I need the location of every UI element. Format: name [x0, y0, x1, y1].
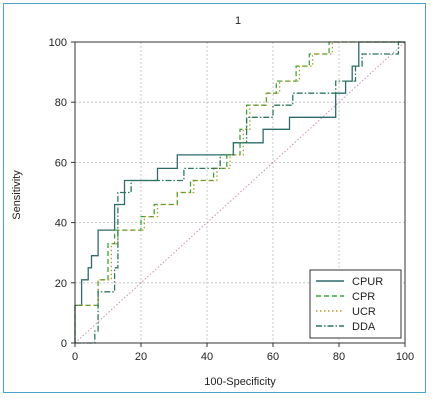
x-tick-label: 60: [267, 351, 279, 363]
series-line-cpur: [74, 41, 405, 343]
x-tick-label: 100: [396, 351, 414, 363]
x-tick-label: 80: [333, 351, 345, 363]
y-tick-label: 0: [61, 338, 67, 350]
y-axis-label: Sensitivity: [11, 170, 23, 220]
y-axis-ticks: 0 20 40 60 80 100: [49, 37, 75, 350]
reference-line: [74, 41, 406, 344]
y-tick-label: 20: [55, 278, 67, 290]
legend-label-dda: DDA: [352, 321, 376, 333]
y-tick-label: 60: [55, 157, 67, 169]
grid-lines: [75, 42, 405, 343]
x-tick-label: 20: [135, 351, 147, 363]
legend-label-cpur: CPUR: [352, 276, 383, 288]
series-line-dda: [75, 41, 405, 344]
series-layer: [74, 41, 405, 344]
y-tick-label: 100: [49, 37, 67, 49]
x-axis-ticks: 0 20 40 60 80 100: [72, 343, 414, 363]
y-tick-label: 40: [55, 218, 67, 230]
legend: CPUR CPR UCR DDA: [309, 269, 402, 339]
x-axis-label: 100-Specificity: [204, 376, 276, 388]
plot-area-border: [74, 41, 406, 344]
y-tick-label: 80: [55, 97, 67, 109]
x-tick-label: 0: [72, 351, 78, 363]
chart-title: 1: [235, 15, 241, 27]
series-line-cpr: [74, 41, 405, 343]
legend-label-ucr: UCR: [352, 306, 376, 318]
legend-label-cpr: CPR: [352, 291, 375, 303]
reference-diagonal: [74, 41, 406, 344]
x-tick-label: 40: [201, 351, 213, 363]
